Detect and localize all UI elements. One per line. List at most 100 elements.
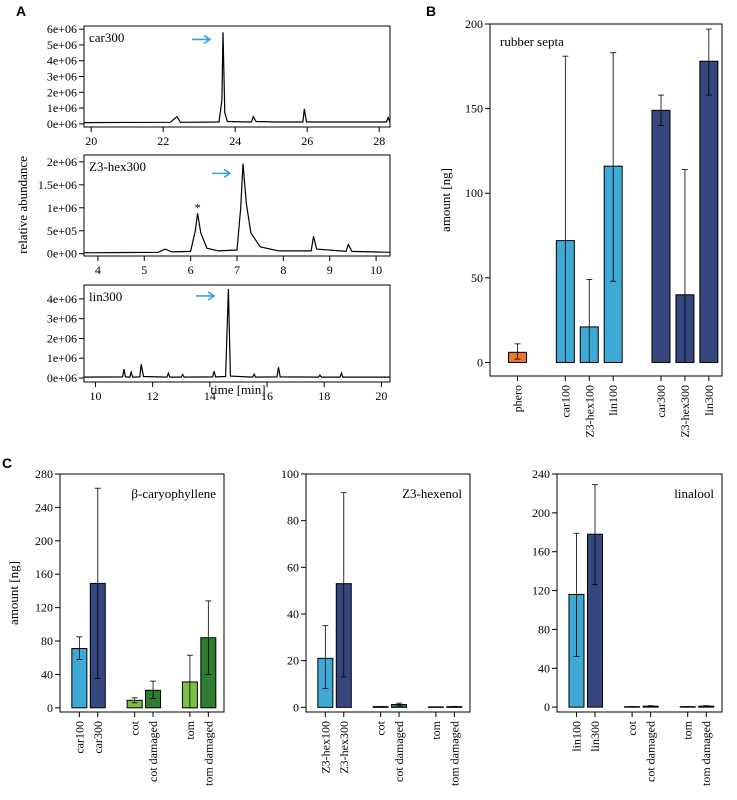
A2-ytick-label: 0e+00	[47, 247, 77, 261]
A2-xtick-label: 9	[327, 263, 333, 277]
C3-frame	[556, 473, 723, 713]
C2-xtick-label: tom damaged	[447, 721, 461, 786]
C1-ytick-label: 240	[35, 500, 53, 514]
C3-xtick-label: tom damaged	[699, 721, 713, 786]
A2-xtick-label: 10	[370, 263, 382, 277]
C2-xtick-label: cot damaged	[392, 721, 406, 782]
B-bar	[651, 109, 671, 363]
C3-xtick-label: cot damaged	[644, 721, 658, 782]
A2-xtick-label: 6	[188, 263, 194, 277]
A3-xtick-label: 12	[147, 389, 159, 403]
A3-xtick-label: 18	[318, 389, 330, 403]
C3-xtick-label: lin100	[569, 721, 583, 752]
A1-xtick-label: 28	[373, 134, 385, 148]
C3-ytick-label: 240	[532, 467, 550, 481]
A3-ytick-label: 1e+06	[47, 351, 77, 365]
A3-frame	[83, 284, 391, 383]
A1-ytick-label: 4e+06	[47, 54, 77, 68]
C1-xtick-label: tom damaged	[201, 721, 215, 786]
C2-xtick-label: tom	[429, 720, 443, 739]
panel-label-a: A	[16, 3, 26, 19]
A1-ytick-label: 3e+06	[47, 70, 77, 84]
C1-ytick-label: 200	[35, 534, 53, 548]
C2-xtick-label: Z3-hex300	[337, 721, 351, 774]
A1-trace	[83, 32, 391, 124]
A2-trace	[83, 163, 391, 254]
panel-label-c: C	[2, 455, 12, 471]
A3-ytick-label: 2e+06	[47, 331, 77, 345]
B-ytick-label: 100	[465, 186, 483, 200]
A2-xtick-label: 4	[95, 263, 101, 277]
C2-xtick-label: Z3-hex100	[318, 721, 332, 774]
C1-xtick-label: tom	[183, 720, 197, 739]
C2-xtick-label: cot	[374, 720, 388, 735]
A3-arrow-head	[207, 291, 216, 301]
B-xtick-label: car100	[558, 385, 572, 418]
A1-title: car300	[89, 30, 124, 45]
A2-xtick-label: 7	[234, 263, 240, 277]
A2-ytick-label: 1.5e+06	[38, 178, 77, 192]
A1-xtick-label: 24	[229, 134, 241, 148]
C2-frame	[305, 473, 471, 713]
C3-ytick-label: 0	[544, 700, 550, 714]
A1-arrow-head	[203, 34, 212, 45]
C2-ytick-label: 100	[281, 467, 299, 481]
B-ytick-label: 150	[465, 102, 483, 116]
C1-xtick-label: car300	[91, 721, 105, 754]
panel-a-ylabel: relative abundance	[15, 156, 30, 254]
A3-xtick-label: 16	[261, 389, 273, 403]
C1-ytick-label: 160	[35, 567, 53, 581]
A2-title: Z3-hex300	[89, 159, 146, 174]
A1-frame	[83, 25, 391, 128]
A1-ytick-label: 1e+06	[47, 101, 77, 115]
panel-a-xlabel: time [min]	[210, 382, 265, 397]
B-ytick-label: 0	[477, 355, 483, 369]
A3-title: lin300	[89, 289, 122, 304]
C3-xtick-label: tom	[681, 720, 695, 739]
C1-ytick-label: 120	[35, 601, 53, 615]
C2-ytick-label: 20	[287, 654, 299, 668]
C1-ylabel: amount [ng]	[6, 561, 21, 625]
C2-title: Z3-hexenol	[402, 486, 462, 501]
B-frame	[489, 23, 723, 377]
B-xtick-label: Z3-hex100	[582, 385, 596, 438]
A3-xtick-label: 14	[204, 389, 216, 403]
C3-ytick-label: 160	[532, 545, 550, 559]
C1-frame	[59, 473, 225, 713]
A2-xtick-label: 8	[280, 263, 286, 277]
A2-xtick-label: 5	[141, 263, 147, 277]
C1-ytick-label: 0	[47, 701, 53, 715]
A1-ytick-label: 5e+06	[47, 38, 77, 52]
C3-ytick-label: 80	[538, 622, 550, 636]
panel-label-b: B	[426, 3, 436, 19]
A3-ytick-label: 3e+06	[47, 312, 77, 326]
A3-xtick-label: 20	[375, 389, 387, 403]
B-xtick-label: lin100	[606, 385, 620, 416]
A3-trace	[83, 288, 390, 378]
B-ytick-label: 200	[465, 17, 483, 31]
C1-ytick-label: 80	[41, 634, 53, 648]
A1-ytick-label: 0e+06	[47, 117, 77, 131]
B-xtick-label: phero	[511, 385, 525, 412]
C1-xtick-label: cot	[128, 720, 142, 735]
B-xtick-label: lin300	[702, 385, 716, 416]
B-title: rubber septa	[500, 34, 564, 49]
A2-arrow-head	[223, 168, 232, 179]
A2-ytick-label: 2e+06	[47, 155, 77, 169]
A1-xtick-label: 26	[301, 134, 313, 148]
A2-ytick-label: 5e+05	[47, 224, 77, 238]
A1-ytick-label: 6e+06	[47, 22, 77, 36]
C3-ytick-label: 40	[538, 661, 550, 675]
C3-ytick-label: 120	[532, 584, 550, 598]
A1-xtick-label: 22	[157, 134, 169, 148]
C2-ytick-label: 0	[293, 700, 299, 714]
A3-xtick-label: 10	[89, 389, 101, 403]
B-xtick-label: car300	[654, 385, 668, 418]
plots-layer: 20 22 24 26 28 0e+06 1e+06 2e+06 3e+06 4e+06 5e+06…	[6, 17, 723, 786]
C3-xtick-label: cot	[625, 720, 639, 735]
C1-xtick-label: cot damaged	[146, 721, 160, 782]
C3-ytick-label: 200	[532, 506, 550, 520]
A1-xtick-label: 20	[85, 134, 97, 148]
C2-ytick-label: 80	[287, 514, 299, 528]
